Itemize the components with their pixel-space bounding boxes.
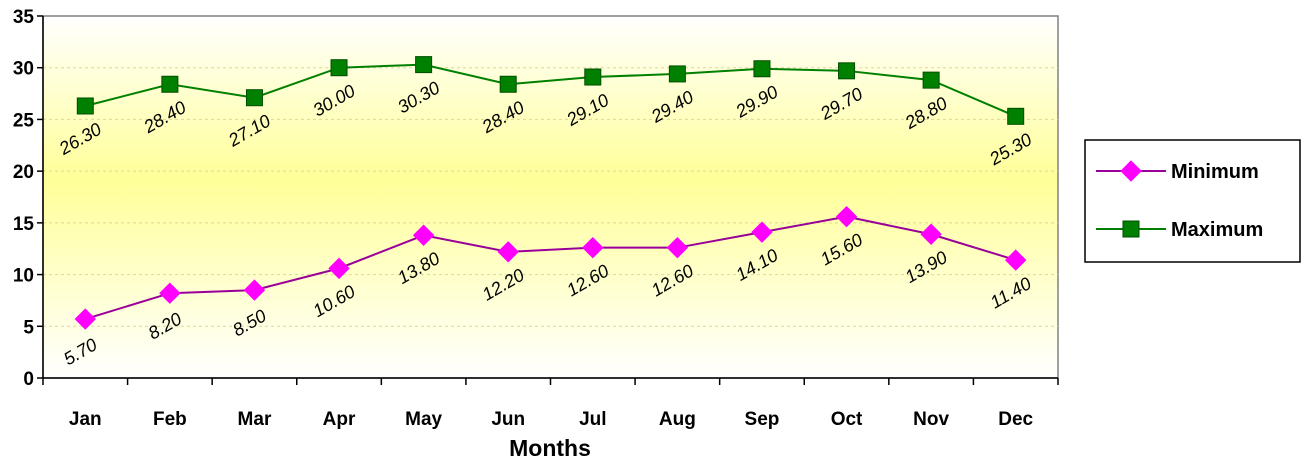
y-axis-tick-labels: 0 5 10 15 20 25 30 35 <box>13 7 35 390</box>
x-tick-label: May <box>405 409 442 430</box>
x-tick-label: Jan <box>69 409 102 430</box>
data-point-maximum <box>839 63 855 79</box>
data-point-maximum <box>162 76 178 92</box>
y-tick-label: 35 <box>13 7 35 28</box>
x-tick-label: Dec <box>998 409 1033 430</box>
x-tick-label: Mar <box>238 409 272 430</box>
data-point-maximum <box>585 69 601 85</box>
legend-label-maximum: Maximum <box>1171 219 1263 241</box>
data-point-maximum <box>77 98 93 114</box>
data-point-maximum <box>1008 108 1024 124</box>
y-tick-label: 20 <box>13 162 34 183</box>
data-point-maximum <box>331 60 347 76</box>
x-tick-label: Sep <box>745 409 780 430</box>
data-point-maximum <box>500 76 516 92</box>
y-tick-label: 15 <box>13 214 35 235</box>
legend-label-minimum: Minimum <box>1171 161 1259 183</box>
y-tick-label: 5 <box>23 317 34 338</box>
plot-area <box>43 16 1058 378</box>
data-point-maximum <box>923 72 939 88</box>
x-tick-label: Nov <box>913 409 949 430</box>
y-tick-label: 0 <box>23 369 34 390</box>
y-tick-label: 25 <box>13 110 35 131</box>
data-point-maximum <box>754 61 770 77</box>
data-point-maximum <box>669 66 685 82</box>
y-tick-label: 10 <box>13 266 34 287</box>
data-point-maximum <box>416 57 432 73</box>
x-axis-title: Months <box>509 435 591 461</box>
x-tick-label: Aug <box>659 409 696 430</box>
legend: Minimum Maximum <box>1085 140 1300 262</box>
x-axis-tick-labels: Jan Feb Mar Apr May Jun Jul Aug Sep Oct Nov Dec <box>69 409 1034 430</box>
x-tick-label: Apr <box>323 409 356 430</box>
legend-box <box>1085 140 1300 262</box>
x-tick-label: Jul <box>579 409 606 430</box>
x-tick-label: Oct <box>831 409 863 430</box>
x-tick-label: Feb <box>153 409 187 430</box>
x-tick-label: Jun <box>491 409 525 430</box>
y-tick-label: 30 <box>13 59 34 80</box>
legend-marker-maximum <box>1123 221 1139 237</box>
data-point-maximum <box>246 90 262 106</box>
